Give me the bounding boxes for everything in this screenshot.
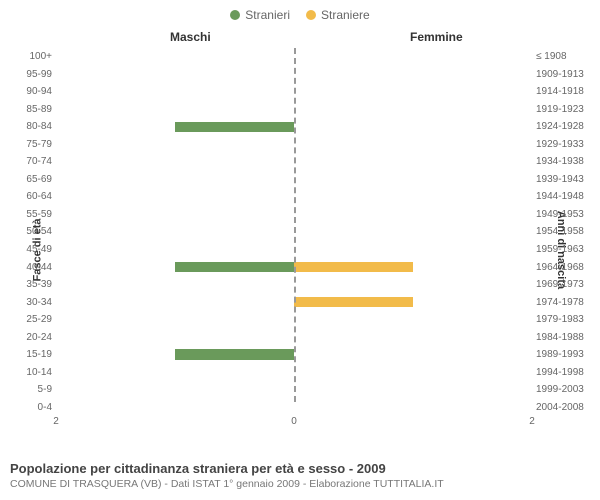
birth-label: 1914-1918 [536,86,596,97]
birth-label: 1979-1983 [536,314,596,325]
birth-label: 1974-1978 [536,297,596,308]
age-label: 5-9 [12,384,52,395]
swatch-female-icon [306,10,316,20]
age-label: 80-84 [12,121,52,132]
birth-label: 1944-1948 [536,191,596,202]
age-label: 95-99 [12,69,52,80]
age-label: 90-94 [12,86,52,97]
birth-label: 1954-1958 [536,226,596,237]
birth-label: ≤ 1908 [536,51,596,62]
age-label: 100+ [12,51,52,62]
age-label: 40-44 [12,262,52,273]
legend-item-male: Stranieri [230,8,290,22]
plot: 100+≤ 190895-991909-191390-941914-191885… [56,48,532,416]
age-label: 25-29 [12,314,52,325]
age-label: 20-24 [12,332,52,343]
age-label: 45-49 [12,244,52,255]
footer: Popolazione per cittadinanza straniera p… [10,461,590,490]
age-label: 30-34 [12,297,52,308]
chart-area: 100+≤ 190895-991909-191390-941914-191885… [56,48,532,430]
bar-female [294,297,413,308]
birth-label: 1934-1938 [536,156,596,167]
bar-male [175,122,294,133]
birth-label: 1919-1923 [536,104,596,115]
age-label: 65-69 [12,174,52,185]
legend-male-label: Stranieri [245,8,290,22]
age-label: 50-54 [12,226,52,237]
swatch-male-icon [230,10,240,20]
legend-female-label: Straniere [321,8,370,22]
age-label: 0-4 [12,402,52,413]
x-tick: 2 [529,416,535,427]
age-label: 35-39 [12,279,52,290]
birth-label: 1999-2003 [536,384,596,395]
chart-subtitle: COMUNE DI TRASQUERA (VB) - Dati ISTAT 1°… [10,478,590,490]
birth-label: 2004-2008 [536,402,596,413]
birth-label: 1924-1928 [536,121,596,132]
birth-label: 1989-1993 [536,349,596,360]
center-axis-line [294,48,296,402]
bar-wrap [56,402,532,413]
birth-label: 1984-1988 [536,332,596,343]
legend: Stranieri Straniere [0,0,600,24]
x-tick: 0 [291,416,297,427]
birth-label: 1949-1953 [536,209,596,220]
legend-item-female: Straniere [306,8,370,22]
birth-label: 1969-1973 [536,279,596,290]
header-female: Femmine [410,30,463,44]
bar-male [175,262,294,273]
bar-female [294,262,413,273]
birth-label: 1929-1933 [536,139,596,150]
birth-label: 1939-1943 [536,174,596,185]
birth-label: 1964-1968 [536,262,596,273]
birth-label: 1959-1963 [536,244,596,255]
birth-label: 1994-1998 [536,367,596,378]
x-tick: 2 [53,416,59,427]
bar-male [175,349,294,360]
age-label: 60-64 [12,191,52,202]
age-label: 55-59 [12,209,52,220]
age-label: 85-89 [12,104,52,115]
header-male: Maschi [170,30,211,44]
age-label: 70-74 [12,156,52,167]
birth-label: 1909-1913 [536,69,596,80]
age-label: 75-79 [12,139,52,150]
age-label: 10-14 [12,367,52,378]
x-axis: 2 0 2 [56,416,532,430]
chart-title: Popolazione per cittadinanza straniera p… [10,461,590,476]
age-label: 15-19 [12,349,52,360]
